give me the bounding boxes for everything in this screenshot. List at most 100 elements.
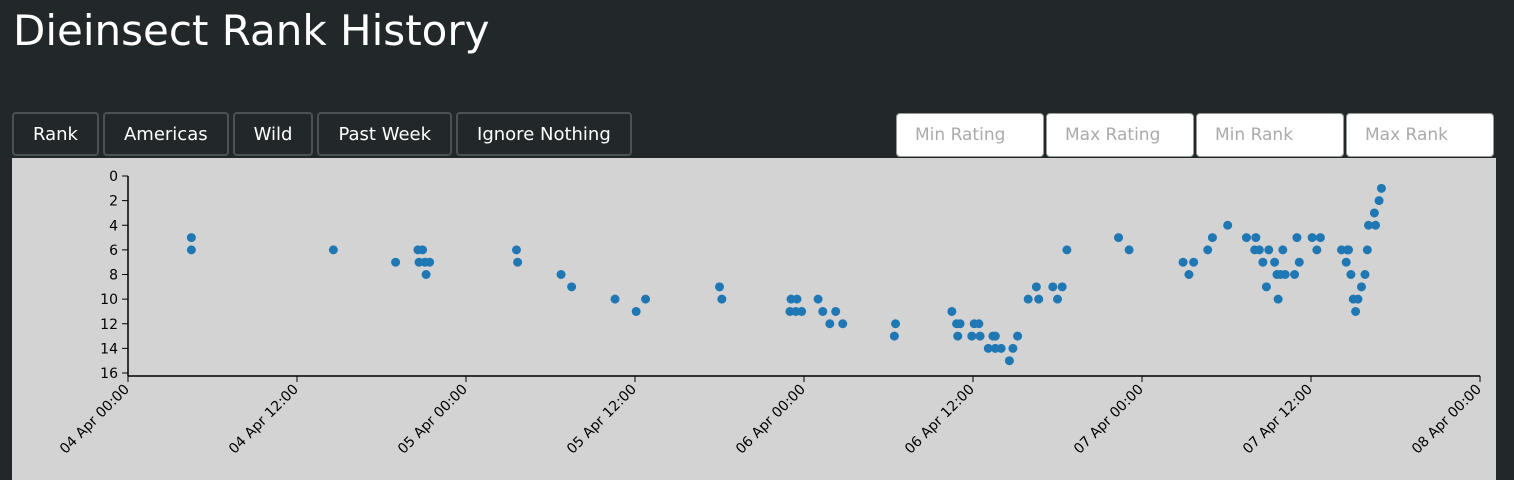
point — [838, 319, 848, 329]
max-rank-input[interactable] — [1346, 113, 1494, 157]
point — [891, 319, 901, 329]
point — [1362, 245, 1372, 255]
point — [1369, 208, 1379, 218]
point — [641, 294, 651, 304]
point — [1273, 294, 1283, 304]
point — [186, 233, 196, 243]
point — [1364, 220, 1374, 230]
point — [1346, 270, 1356, 279]
point — [1223, 220, 1233, 230]
point — [1031, 282, 1041, 292]
point — [556, 270, 566, 279]
point — [186, 245, 196, 255]
point — [1307, 233, 1317, 243]
point — [831, 306, 841, 316]
point — [983, 343, 993, 353]
point — [1270, 257, 1280, 267]
point — [1124, 245, 1134, 255]
y-tick-label: 0 — [109, 169, 118, 185]
point — [818, 306, 828, 316]
filter-bar — [896, 113, 1494, 157]
point — [996, 343, 1006, 353]
point — [1280, 270, 1290, 279]
point — [813, 294, 823, 304]
point — [1292, 233, 1302, 243]
point — [1360, 270, 1370, 279]
max-rating-input[interactable] — [1046, 113, 1194, 157]
point — [1178, 257, 1188, 267]
point — [1278, 245, 1288, 255]
point — [947, 306, 957, 316]
point — [953, 331, 963, 341]
point — [328, 245, 338, 255]
point — [421, 270, 431, 279]
point — [1013, 331, 1023, 341]
point — [1374, 196, 1384, 206]
region-button[interactable]: Americas — [102, 112, 229, 156]
point — [1053, 294, 1062, 304]
point — [1048, 282, 1058, 292]
point — [631, 306, 641, 316]
point — [1184, 270, 1194, 279]
chart-background — [12, 158, 1496, 480]
point — [1203, 245, 1213, 255]
point — [1057, 282, 1067, 292]
point — [825, 319, 835, 329]
point — [1258, 257, 1268, 267]
y-tick-label: 12 — [100, 317, 118, 333]
point — [1294, 257, 1304, 267]
point — [1114, 233, 1124, 243]
point — [610, 294, 620, 304]
y-tick-label: 16 — [100, 366, 118, 382]
point — [717, 294, 727, 304]
point — [1312, 245, 1322, 255]
mode-button[interactable]: Wild — [232, 112, 314, 156]
point — [990, 331, 1000, 341]
point — [792, 294, 802, 304]
point — [974, 319, 984, 329]
y-tick-label: 8 — [109, 268, 118, 284]
point — [1034, 294, 1044, 304]
page-title: Dieinsect Rank History — [13, 6, 490, 55]
point — [1251, 233, 1261, 243]
point — [391, 257, 401, 267]
point — [418, 245, 428, 255]
point — [1353, 294, 1363, 304]
point — [1315, 233, 1325, 243]
y-tick-label: 4 — [109, 218, 118, 234]
point — [1004, 356, 1014, 366]
point — [975, 331, 985, 341]
point — [511, 245, 521, 255]
point — [715, 282, 724, 292]
point — [1376, 183, 1386, 193]
point — [567, 282, 577, 292]
point — [967, 331, 977, 341]
ignore-button[interactable]: Ignore Nothing — [456, 112, 632, 156]
point — [889, 331, 899, 341]
point — [955, 319, 965, 329]
y-tick-label: 14 — [100, 341, 118, 357]
button-bar: Rank Americas Wild Past Week Ignore Noth… — [12, 112, 632, 156]
min-rank-input[interactable] — [1196, 113, 1344, 157]
y-tick-label: 10 — [100, 292, 118, 308]
point — [1189, 257, 1199, 267]
point — [1264, 245, 1274, 255]
point — [1344, 245, 1354, 255]
point — [1290, 270, 1300, 279]
point — [1341, 257, 1351, 267]
point — [1207, 233, 1217, 243]
point — [1356, 282, 1366, 292]
point — [513, 257, 523, 267]
point — [1254, 245, 1264, 255]
rank-button[interactable]: Rank — [12, 112, 99, 156]
min-rating-input[interactable] — [896, 113, 1044, 157]
y-tick-label: 6 — [109, 243, 118, 259]
point — [1023, 294, 1033, 304]
period-button[interactable]: Past Week — [317, 112, 453, 156]
point — [1062, 245, 1072, 255]
point — [1351, 306, 1361, 316]
point — [1371, 220, 1381, 230]
point — [1008, 343, 1018, 353]
